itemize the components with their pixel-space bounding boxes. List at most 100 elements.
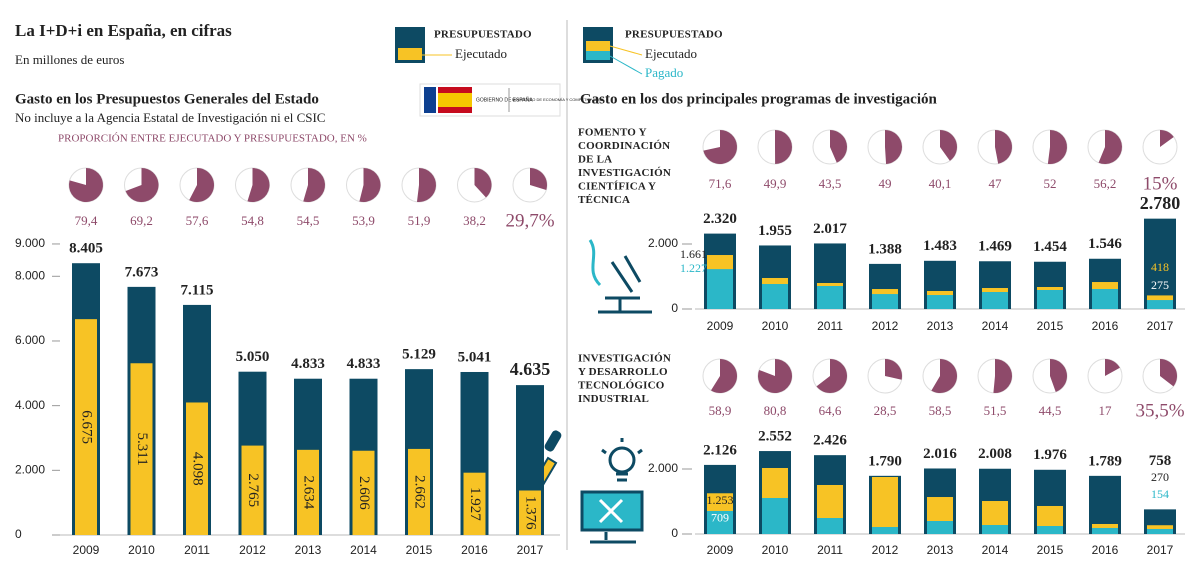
- value-label: 5.311: [134, 433, 150, 466]
- pie-label: 49: [879, 176, 892, 191]
- chart-title: Y DESARROLLO: [578, 366, 668, 378]
- pie-slice: [189, 168, 215, 202]
- bar: [130, 363, 153, 535]
- pie-slice: [830, 130, 847, 163]
- bar: [1037, 289, 1063, 309]
- bar: [872, 527, 898, 534]
- pie-slice: [885, 130, 903, 164]
- bar: [707, 510, 733, 534]
- bar: [463, 472, 486, 535]
- pie-slice: [1098, 130, 1122, 164]
- x-tick-label: 2017: [517, 543, 544, 557]
- pie-label: 51,9: [408, 213, 431, 228]
- pie-label: 58,5: [929, 403, 952, 418]
- y-tick-label: 2.000: [15, 462, 45, 476]
- value-label: 1.955: [758, 223, 792, 239]
- chart-title: TÉCNICA: [578, 194, 630, 206]
- chart-title: INVESTIGACIÓN: [578, 167, 671, 179]
- value-label: 2.606: [356, 476, 372, 510]
- pie-label: 53,9: [352, 213, 375, 228]
- pie-label: 56,2: [1094, 176, 1117, 191]
- value-label: 4.635: [510, 359, 551, 379]
- x-tick-label: 2010: [762, 543, 789, 557]
- y-tick-label: 2.000: [648, 461, 678, 475]
- bar: [1144, 218, 1176, 309]
- x-tick-label: 2012: [872, 319, 899, 333]
- x-tick-label: 2017: [1147, 319, 1174, 333]
- value-label: 758: [1149, 453, 1172, 469]
- value-label: 2.017: [813, 221, 847, 237]
- pie-slice: [775, 129, 793, 164]
- pie-slice: [303, 168, 325, 202]
- value-label: 1.790: [868, 453, 902, 469]
- pie-slice: [1105, 359, 1120, 376]
- pie-slice: [474, 168, 492, 198]
- value-label: 5.129: [402, 347, 436, 363]
- pie-slice: [359, 168, 381, 202]
- bar: [707, 269, 733, 309]
- bar: [982, 292, 1008, 309]
- bar: [519, 490, 541, 535]
- pie-label: 15%: [1143, 173, 1178, 194]
- value-label: 1.388: [868, 241, 902, 257]
- pie-label: 54,8: [241, 213, 264, 228]
- pie-label: 47: [989, 176, 1003, 191]
- legend: PRESUPUESTADO Ejecutado: [395, 27, 532, 63]
- section-title: Gasto en los Presupuestos Generales del …: [15, 91, 319, 107]
- value-label: 2.765: [245, 473, 261, 507]
- x-tick-label: 2011: [817, 543, 843, 557]
- value-label: 5.050: [236, 349, 270, 365]
- pie-label: 58,9: [709, 403, 732, 418]
- logo: GOBIERNO DE ESPAÑA MINISTERIO DE ECONOMÍ…: [419, 83, 604, 117]
- x-tick-label: 2013: [927, 319, 954, 333]
- pie-slice: [940, 130, 958, 161]
- value-label: 5.041: [458, 349, 492, 365]
- pie-label: 28,5: [874, 403, 897, 418]
- lightbulb-icon: [601, 438, 643, 482]
- section-title: Gasto en los dos principales programas d…: [580, 91, 937, 107]
- chart-title: FOMENTO Y: [578, 127, 647, 139]
- value-label: 2.016: [923, 446, 957, 462]
- pie-label: 43,5: [819, 176, 842, 191]
- x-tick-label: 2015: [1037, 543, 1064, 557]
- pie-slice: [816, 359, 848, 393]
- value-label: 1.469: [978, 239, 1012, 255]
- pie-label: 35,5%: [1135, 400, 1184, 421]
- value-label: 2.320: [703, 211, 737, 227]
- bar: [1147, 300, 1173, 309]
- legend-label: Ejecutado: [455, 46, 507, 61]
- value-label: 2.662: [412, 475, 428, 509]
- pie-label: 38,2: [463, 213, 486, 228]
- x-tick-label: 2017: [1147, 543, 1174, 557]
- chart-title: COORDINACIÓN: [578, 140, 670, 152]
- value-label: 1.227: [680, 261, 707, 275]
- legend-label: PRESUPUESTADO: [625, 29, 723, 41]
- x-tick-label: 2010: [762, 319, 789, 333]
- legend-label: Ejecutado: [645, 46, 697, 61]
- y-tick-label: 0: [15, 527, 22, 541]
- legend-swatch: [586, 41, 610, 51]
- x-tick-label: 2013: [927, 543, 954, 557]
- x-tick-label: 2012: [239, 543, 266, 557]
- value-label: 154: [1151, 487, 1169, 501]
- x-tick-label: 2009: [73, 543, 100, 557]
- y-tick-label: 4.000: [15, 398, 45, 412]
- x-tick-label: 2015: [1037, 319, 1064, 333]
- bar: [927, 295, 953, 309]
- bar: [408, 448, 430, 535]
- chart-title: TECNOLÓGICO: [578, 380, 665, 392]
- y-tick-label: 2.000: [648, 236, 678, 250]
- y-tick-label: 8.000: [15, 268, 45, 282]
- bar: [872, 476, 898, 534]
- value-label: 4.098: [190, 452, 206, 486]
- pie-slice: [710, 359, 738, 393]
- bar: [1092, 527, 1118, 534]
- value-label: 1.483: [923, 238, 957, 254]
- value-label: 6.675: [79, 410, 95, 444]
- value-label: 275: [1151, 278, 1169, 292]
- bar: [75, 319, 97, 535]
- pie-label: 79,4: [75, 213, 98, 228]
- pie-label: 57,6: [186, 213, 209, 228]
- pie-label: 52: [1044, 176, 1057, 191]
